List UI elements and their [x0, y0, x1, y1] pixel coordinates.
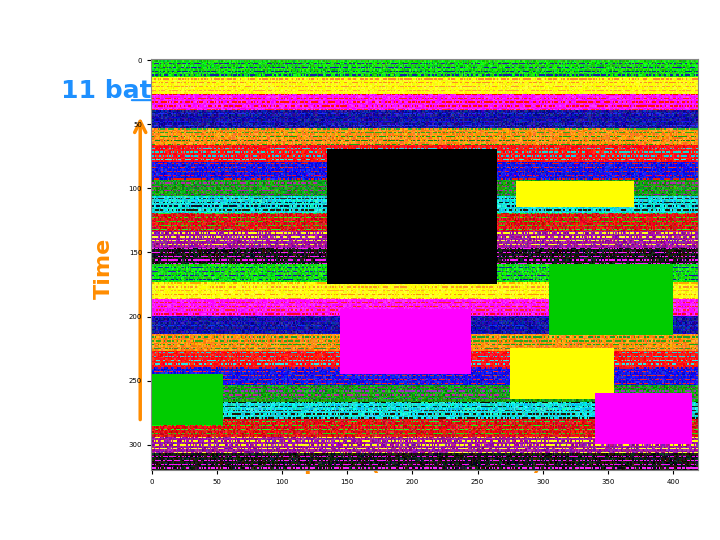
Text: 11μsec (1 revolution): 11μsec (1 revolution) [274, 454, 543, 474]
Text: Time: Time [94, 238, 114, 299]
Text: Numi (9): Numi (9) [320, 99, 429, 119]
Text: 11 batch slip stacking on mixed mode cycle: 11 batch slip stacking on mixed mode cyc… [60, 79, 678, 103]
Text: Pbar (2): Pbar (2) [522, 99, 624, 119]
